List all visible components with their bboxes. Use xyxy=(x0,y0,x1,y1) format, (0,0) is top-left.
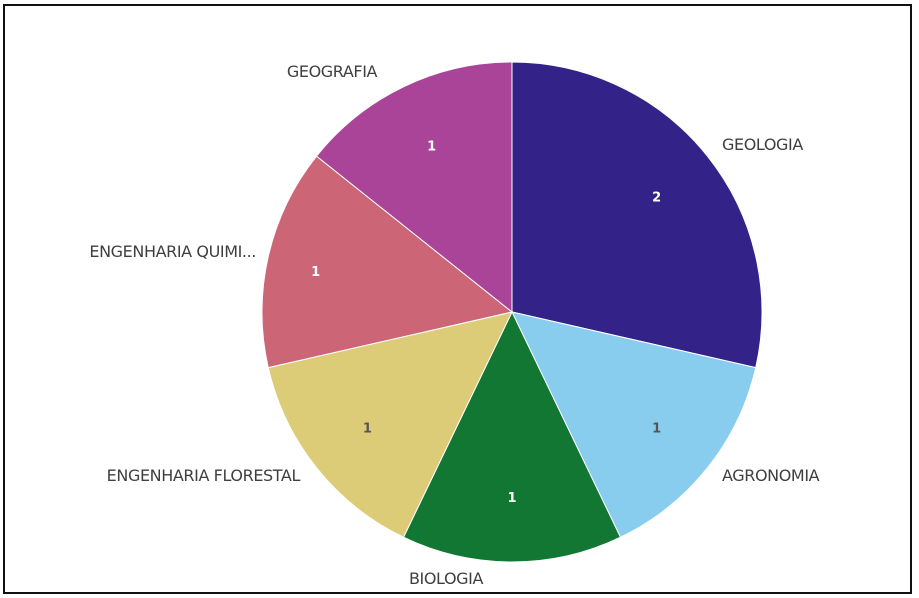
pie-slices xyxy=(261,61,763,563)
pie-slice-biologia[interactable] xyxy=(402,310,622,563)
pie-category-label: AGRONOMIA xyxy=(722,466,820,485)
pie-category-label: GEOLOGIA xyxy=(722,135,803,154)
pie-slice-geologia[interactable] xyxy=(511,61,763,369)
pie-value-label: 1 xyxy=(363,421,372,436)
pie-category-label: ENGENHARIA QUIMI... xyxy=(89,242,256,261)
pie-value-labels: 2 1 1 1 1 1 xyxy=(311,139,661,506)
pie-value-label: 1 xyxy=(427,139,436,154)
pie-value-label: 2 xyxy=(652,191,661,206)
pie-slice-engenharia-quimi[interactable] xyxy=(261,155,514,369)
pie-category-labels: GEOLOGIA AGRONOMIA BIOLOGIA ENGENHARIA FLOR… xyxy=(89,62,820,588)
pie-value-label: 1 xyxy=(507,491,516,506)
pie-slice-agronomia[interactable] xyxy=(511,311,757,538)
pie-value-label: 1 xyxy=(652,421,661,436)
pie-value-label: 1 xyxy=(311,265,320,280)
pie-category-label: GEOGRAFIA xyxy=(287,62,378,81)
pie-slice-geografia[interactable] xyxy=(315,61,513,314)
pie-category-label: ENGENHARIA FLORESTAL xyxy=(107,466,301,485)
pie-category-label: BIOLOGIA xyxy=(409,569,484,588)
pie-slice-engenharia-florestal[interactable] xyxy=(267,311,513,538)
